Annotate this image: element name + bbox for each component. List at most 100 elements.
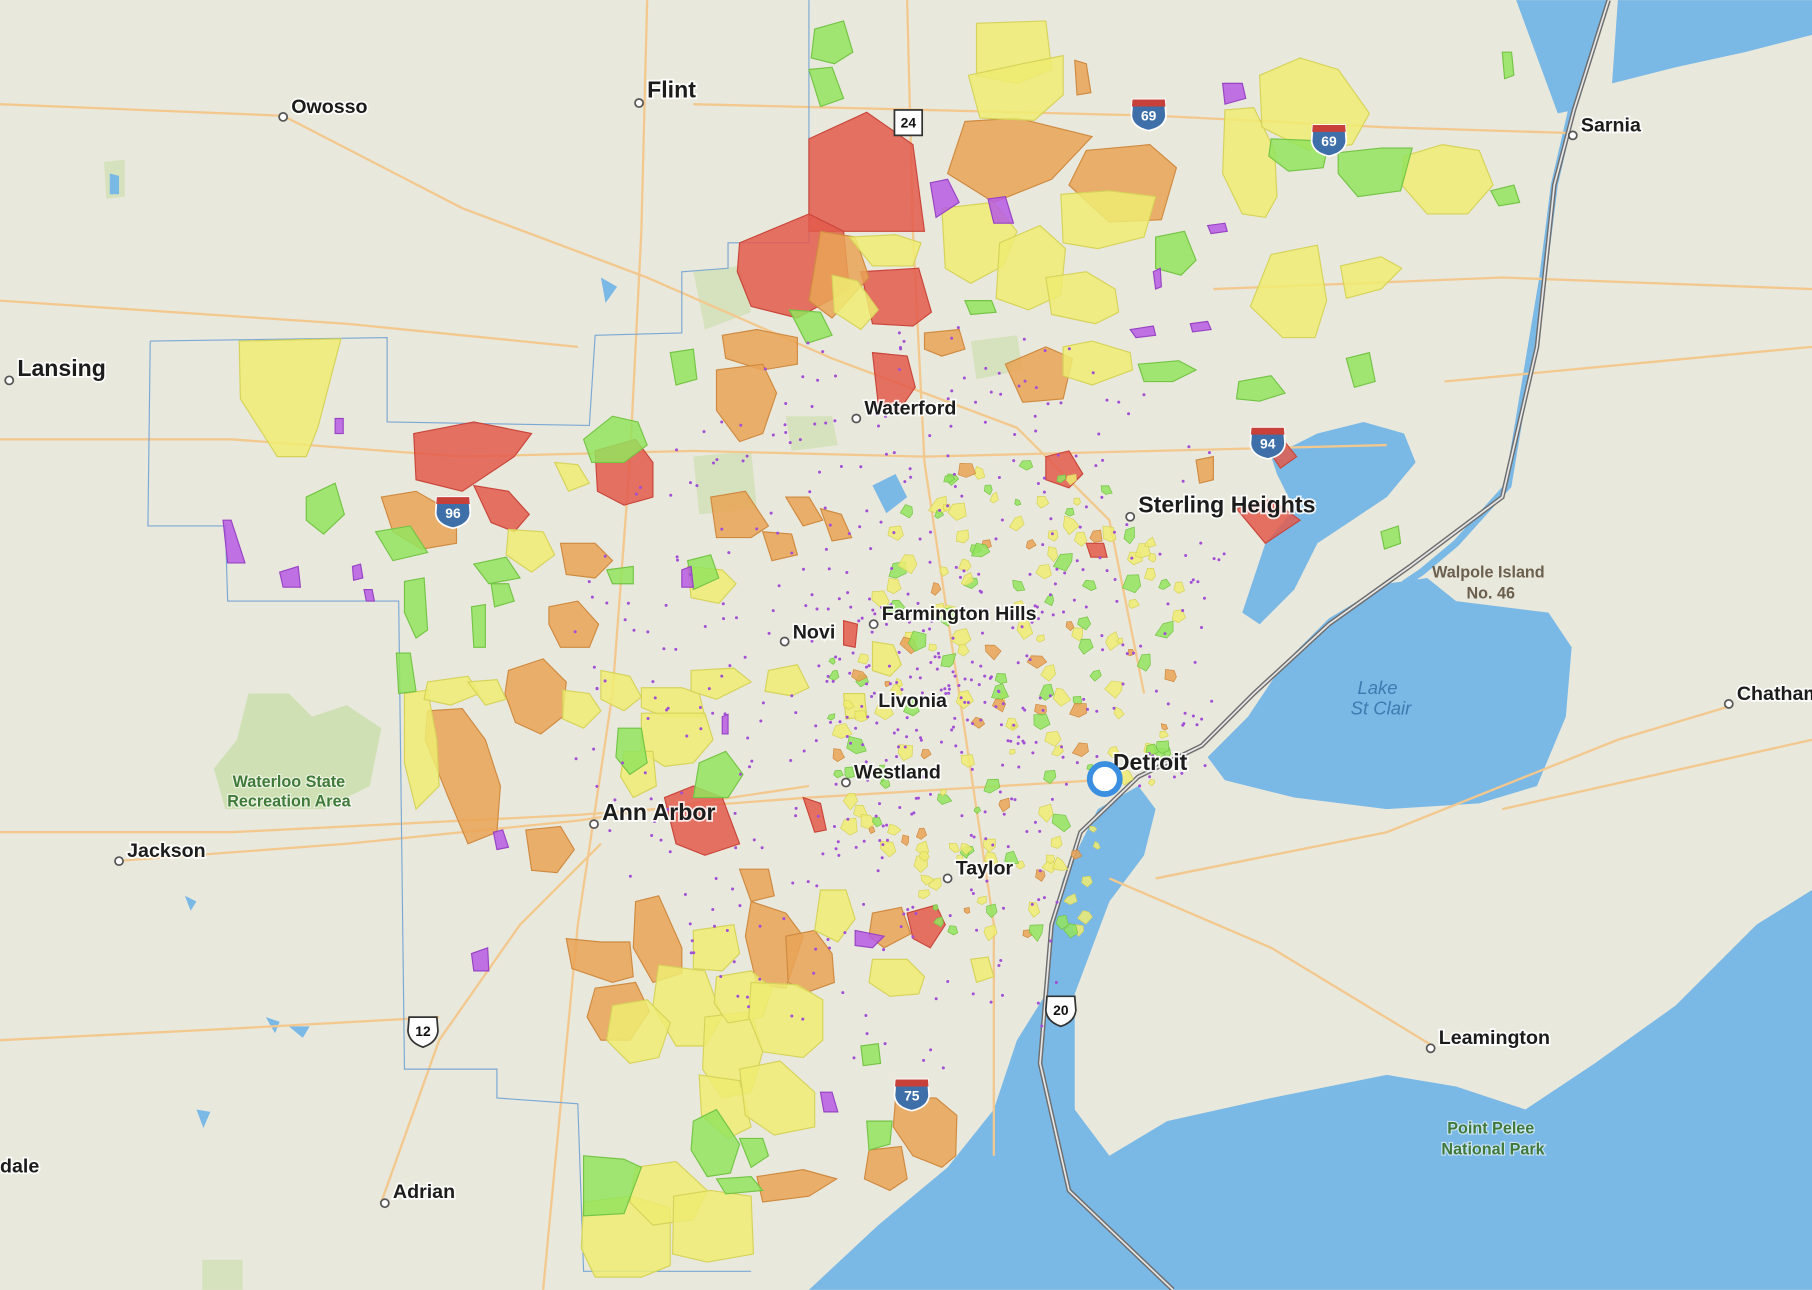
outage-area <box>1043 770 1057 785</box>
outage-dot <box>790 1014 794 1018</box>
outage-dot <box>837 853 841 857</box>
outage-dot <box>909 475 913 479</box>
outage-dot <box>813 422 817 426</box>
outage-dot <box>889 603 893 607</box>
outage-dot <box>789 759 793 763</box>
outage-dot <box>1011 626 1015 630</box>
outage-dot <box>806 341 810 345</box>
outage-dot <box>676 558 680 562</box>
outage-dot <box>1020 606 1024 610</box>
city-label: Ann Arbor <box>602 799 715 825</box>
outage-dot <box>952 472 956 476</box>
outage-dot <box>950 336 954 340</box>
outage-dot <box>1059 401 1063 405</box>
outage-area <box>929 602 946 619</box>
outage-dot <box>838 720 842 724</box>
outage-dot <box>1042 476 1046 480</box>
outage-dot <box>837 597 841 601</box>
outage-dot <box>916 796 920 800</box>
outage-dot <box>1222 552 1226 556</box>
outage-dot <box>994 537 998 541</box>
outage-dot <box>872 691 876 695</box>
outage-area <box>1249 244 1328 339</box>
outage-dot <box>918 537 922 541</box>
outage-dot <box>722 617 726 621</box>
outage-dot <box>692 951 696 955</box>
outage-area <box>973 466 986 480</box>
outage-dot <box>1130 556 1134 560</box>
outage-dot <box>854 845 858 849</box>
shield-text: 69 <box>1321 133 1337 149</box>
outage-area <box>1051 856 1069 871</box>
outage-dot <box>829 720 833 724</box>
shield-top <box>436 497 470 505</box>
outage-dot <box>895 755 899 759</box>
outage-dot <box>892 731 896 735</box>
outage-area <box>1092 841 1101 850</box>
outage-area <box>472 484 531 533</box>
outage-dot <box>909 675 913 679</box>
outage-dot <box>1048 593 1052 597</box>
outage-dot <box>1023 708 1027 712</box>
outage-area <box>940 788 947 797</box>
outage-dot <box>1013 432 1017 436</box>
shield-text: 75 <box>904 1088 920 1104</box>
outage-dot <box>831 679 835 683</box>
outage-dot <box>587 580 591 584</box>
outage-dot <box>864 760 868 764</box>
outage-dot <box>731 887 735 891</box>
outage-dot <box>755 527 759 531</box>
outage-dot <box>887 664 891 668</box>
outage-dot <box>903 745 907 749</box>
outage-area <box>1156 740 1170 754</box>
outage-dot <box>971 992 975 996</box>
outage-area <box>957 558 972 572</box>
outage-dot <box>1182 722 1186 726</box>
outage-area <box>832 748 845 763</box>
outage-area <box>671 1189 755 1263</box>
outage-area <box>305 482 346 535</box>
outage-dot <box>732 960 736 964</box>
outage-area <box>363 588 376 602</box>
outage-dot <box>864 1013 868 1017</box>
outage-dot <box>897 368 901 372</box>
shield-top <box>1250 427 1285 435</box>
outage-dot <box>918 676 922 680</box>
outage-dot <box>1217 558 1221 562</box>
outage-dot <box>608 829 612 833</box>
outage-dot <box>739 423 743 427</box>
outage-dot <box>881 824 885 828</box>
outage-dot <box>939 688 943 692</box>
outage-dot <box>972 835 976 839</box>
outage-dot <box>1012 723 1016 727</box>
shield-shape <box>1310 124 1348 158</box>
outage-dot <box>815 607 819 611</box>
outage-area <box>937 793 953 805</box>
outage-dot <box>900 687 904 691</box>
outage-dot <box>603 554 607 558</box>
outage-dot <box>767 631 771 635</box>
city-label: Leamington <box>1439 1027 1550 1049</box>
shield-shape <box>893 1078 930 1112</box>
outage-dot <box>573 630 577 634</box>
city-label: Owosso <box>291 96 367 118</box>
outage-area <box>802 796 827 833</box>
outage-area <box>895 677 903 688</box>
outage-area <box>334 417 344 435</box>
outage-area <box>1143 568 1156 581</box>
outage-dot <box>847 532 851 536</box>
outage-area <box>1136 653 1151 672</box>
border <box>1037 0 1611 1290</box>
outage-dot <box>947 691 951 695</box>
outage-dot <box>1038 696 1042 700</box>
outage-dot <box>984 366 988 370</box>
outage-dot <box>866 715 870 719</box>
outage-dot <box>985 879 989 883</box>
outage-dot <box>849 741 853 745</box>
outage-dot <box>1061 755 1065 759</box>
outage-dot <box>922 775 926 779</box>
labels: Owosso Flint Sarnia Lansing Waterford St… <box>0 75 1812 1209</box>
outage-area <box>960 754 976 768</box>
outage-dot <box>944 692 948 696</box>
outage-area <box>715 363 778 443</box>
